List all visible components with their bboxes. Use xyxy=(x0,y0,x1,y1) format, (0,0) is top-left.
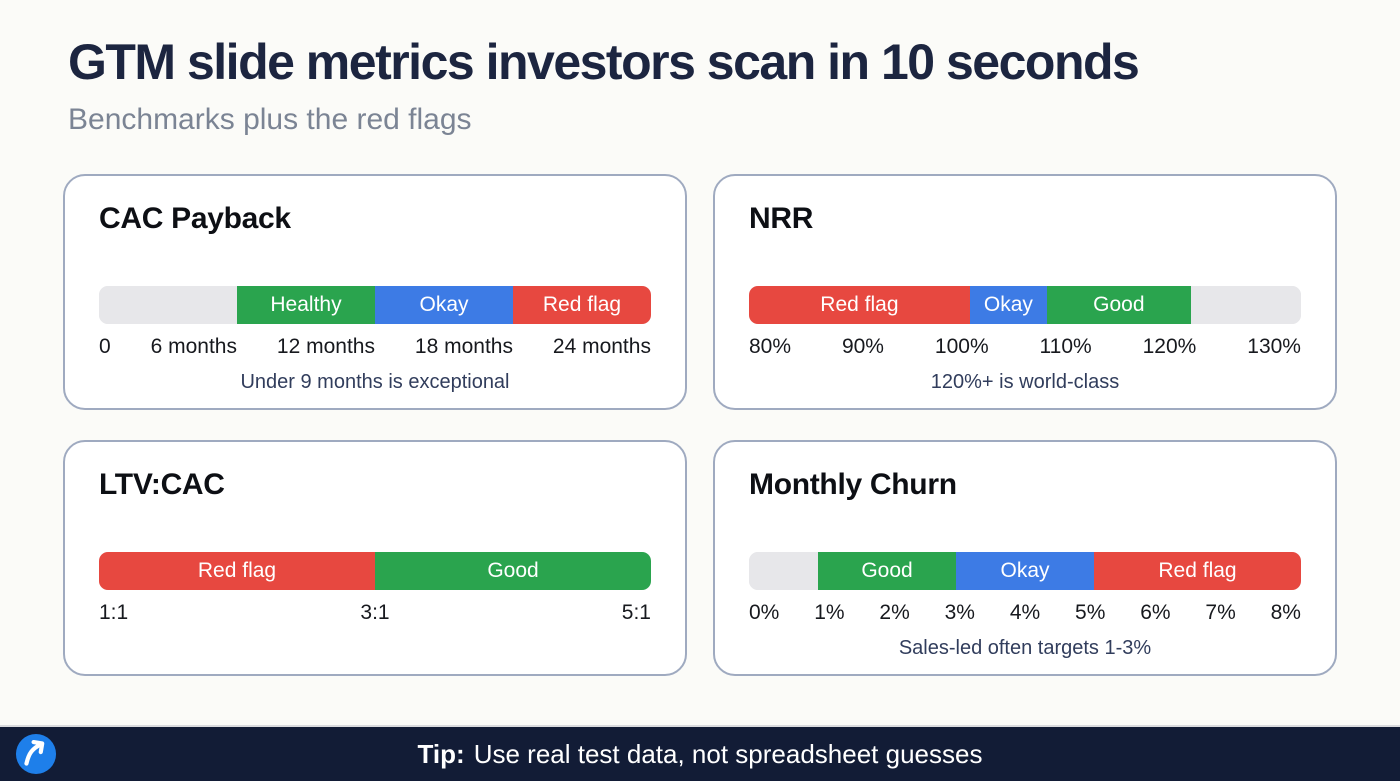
zone-label: Okay xyxy=(983,292,1033,316)
axis-tick: 5:1 xyxy=(621,600,651,624)
zone-label: Good xyxy=(861,558,913,582)
card-nrr: NRR Red flag Okay Good 80% 90% 100% 110% 120% 1… xyxy=(713,173,1337,410)
axis-tick: 90% xyxy=(841,334,884,358)
zone-label: Good xyxy=(487,558,539,582)
tip-body: Use real test data, not spreadsheet gues… xyxy=(473,738,983,769)
axis-tick: 3% xyxy=(944,600,975,624)
bar-zone-neutral xyxy=(1190,285,1301,324)
zone-label: Red flag xyxy=(542,292,622,316)
card-cac-payback: CAC Payback Healthy Okay Red flag 0 6 month… xyxy=(63,173,687,410)
bar-zone-neutral xyxy=(749,551,818,590)
zone-label: Red flag xyxy=(820,292,899,316)
axis-tick: 24 months xyxy=(552,334,651,358)
header: GTM slide metrics investors scan in 10 s… xyxy=(0,0,1400,137)
footer-tip-bar: Tip: Use real test data, not spreadsheet … xyxy=(0,725,1400,781)
axis-tick: 1% xyxy=(814,600,845,624)
axis-tick: 12 months xyxy=(276,334,375,358)
axis-tick: 18 months xyxy=(414,334,513,358)
bar-zone-red-flag: Red flag xyxy=(1094,551,1301,590)
axis-tick: 130% xyxy=(1247,334,1301,358)
footer-tip-text: Tip: Use real test data, not spreadsheet … xyxy=(418,739,983,770)
axis-tick: 6% xyxy=(1140,600,1171,624)
bar-zone-healthy: Healthy xyxy=(237,285,375,324)
benchmark-bar: Red flag Okay Good xyxy=(749,285,1301,324)
zone-label: Red flag xyxy=(197,558,277,582)
axis-tick: 1:1 xyxy=(99,600,129,624)
card-caption: Under 9 months is exceptional xyxy=(240,370,510,393)
tip-label: Tip: xyxy=(417,738,465,769)
benchmark-bar: Red flag Good xyxy=(99,551,651,590)
axis-tick: 2% xyxy=(879,600,910,624)
bar-zone-okay: Okay xyxy=(956,551,1094,590)
axis-tick: 0% xyxy=(749,600,780,624)
bar-zone-good: Good xyxy=(1047,285,1191,324)
axis-tick: 7% xyxy=(1205,600,1236,624)
axis-ticks: 1:1 3:1 5:1 xyxy=(99,601,651,625)
zone-label: Okay xyxy=(1000,558,1050,582)
bar-zone-good: Good xyxy=(375,551,651,590)
cards-grid: CAC Payback Healthy Okay Red flag 0 6 month… xyxy=(63,173,1337,676)
axis-tick: 120% xyxy=(1142,334,1197,358)
card-caption: 120%+ is world-class xyxy=(930,370,1120,393)
card-caption xyxy=(99,637,651,660)
bar-zone-okay: Okay xyxy=(969,285,1048,324)
card-ltv-cac: LTV:CAC Red flag Good 1:1 3:1 5:1 xyxy=(63,439,687,676)
axis-tick: 80% xyxy=(749,334,792,358)
axis-tick: 8% xyxy=(1270,600,1301,624)
page-title: GTM slide metrics investors scan in 10 s… xyxy=(68,34,1140,90)
page-subtitle: Benchmarks plus the red flags xyxy=(68,102,472,136)
bar-zone-red-flag: Red flag xyxy=(749,285,970,324)
bar-zone-red-flag: Red flag xyxy=(513,285,651,324)
axis-tick: 110% xyxy=(1039,334,1092,358)
axis-tick: 5% xyxy=(1075,600,1106,624)
axis-tick: 0 xyxy=(99,334,111,358)
bar-zone-good: Good xyxy=(818,551,956,590)
bar-zone-okay: Okay xyxy=(375,285,513,324)
benchmark-bar: Good Okay Red flag xyxy=(749,551,1301,590)
axis-tick: 6 months xyxy=(150,334,237,358)
zone-label: Healthy xyxy=(270,292,342,316)
benchmark-bar: Healthy Okay Red flag xyxy=(99,285,651,324)
card-caption: Sales-led often targets 1-3% xyxy=(898,636,1152,659)
card-title: CAC Payback xyxy=(99,201,291,235)
bar-zone-red-flag: Red flag xyxy=(99,551,375,590)
card-title: NRR xyxy=(749,201,814,235)
zone-label: Okay xyxy=(419,292,469,316)
zone-label: Red flag xyxy=(1158,558,1237,582)
axis-ticks: 80% 90% 100% 110% 120% 130% xyxy=(749,335,1301,359)
trending-up-arrow-icon xyxy=(15,733,57,775)
axis-tick: 3:1 xyxy=(360,600,390,624)
axis-ticks: 0 6 months 12 months 18 months 24 months xyxy=(99,335,651,359)
card-title: Monthly Churn xyxy=(749,467,957,501)
axis-tick: 4% xyxy=(1009,600,1041,624)
axis-ticks: 0% 1% 2% 3% 4% 5% 6% 7% 8% xyxy=(749,601,1301,625)
axis-tick: 100% xyxy=(934,334,989,358)
card-title: LTV:CAC xyxy=(99,467,225,501)
bar-zone-neutral xyxy=(99,285,237,324)
card-monthly-churn: Monthly Churn Good Okay Red flag 0% 1% 2% 3% 4… xyxy=(713,439,1337,676)
zone-label: Good xyxy=(1093,292,1145,316)
